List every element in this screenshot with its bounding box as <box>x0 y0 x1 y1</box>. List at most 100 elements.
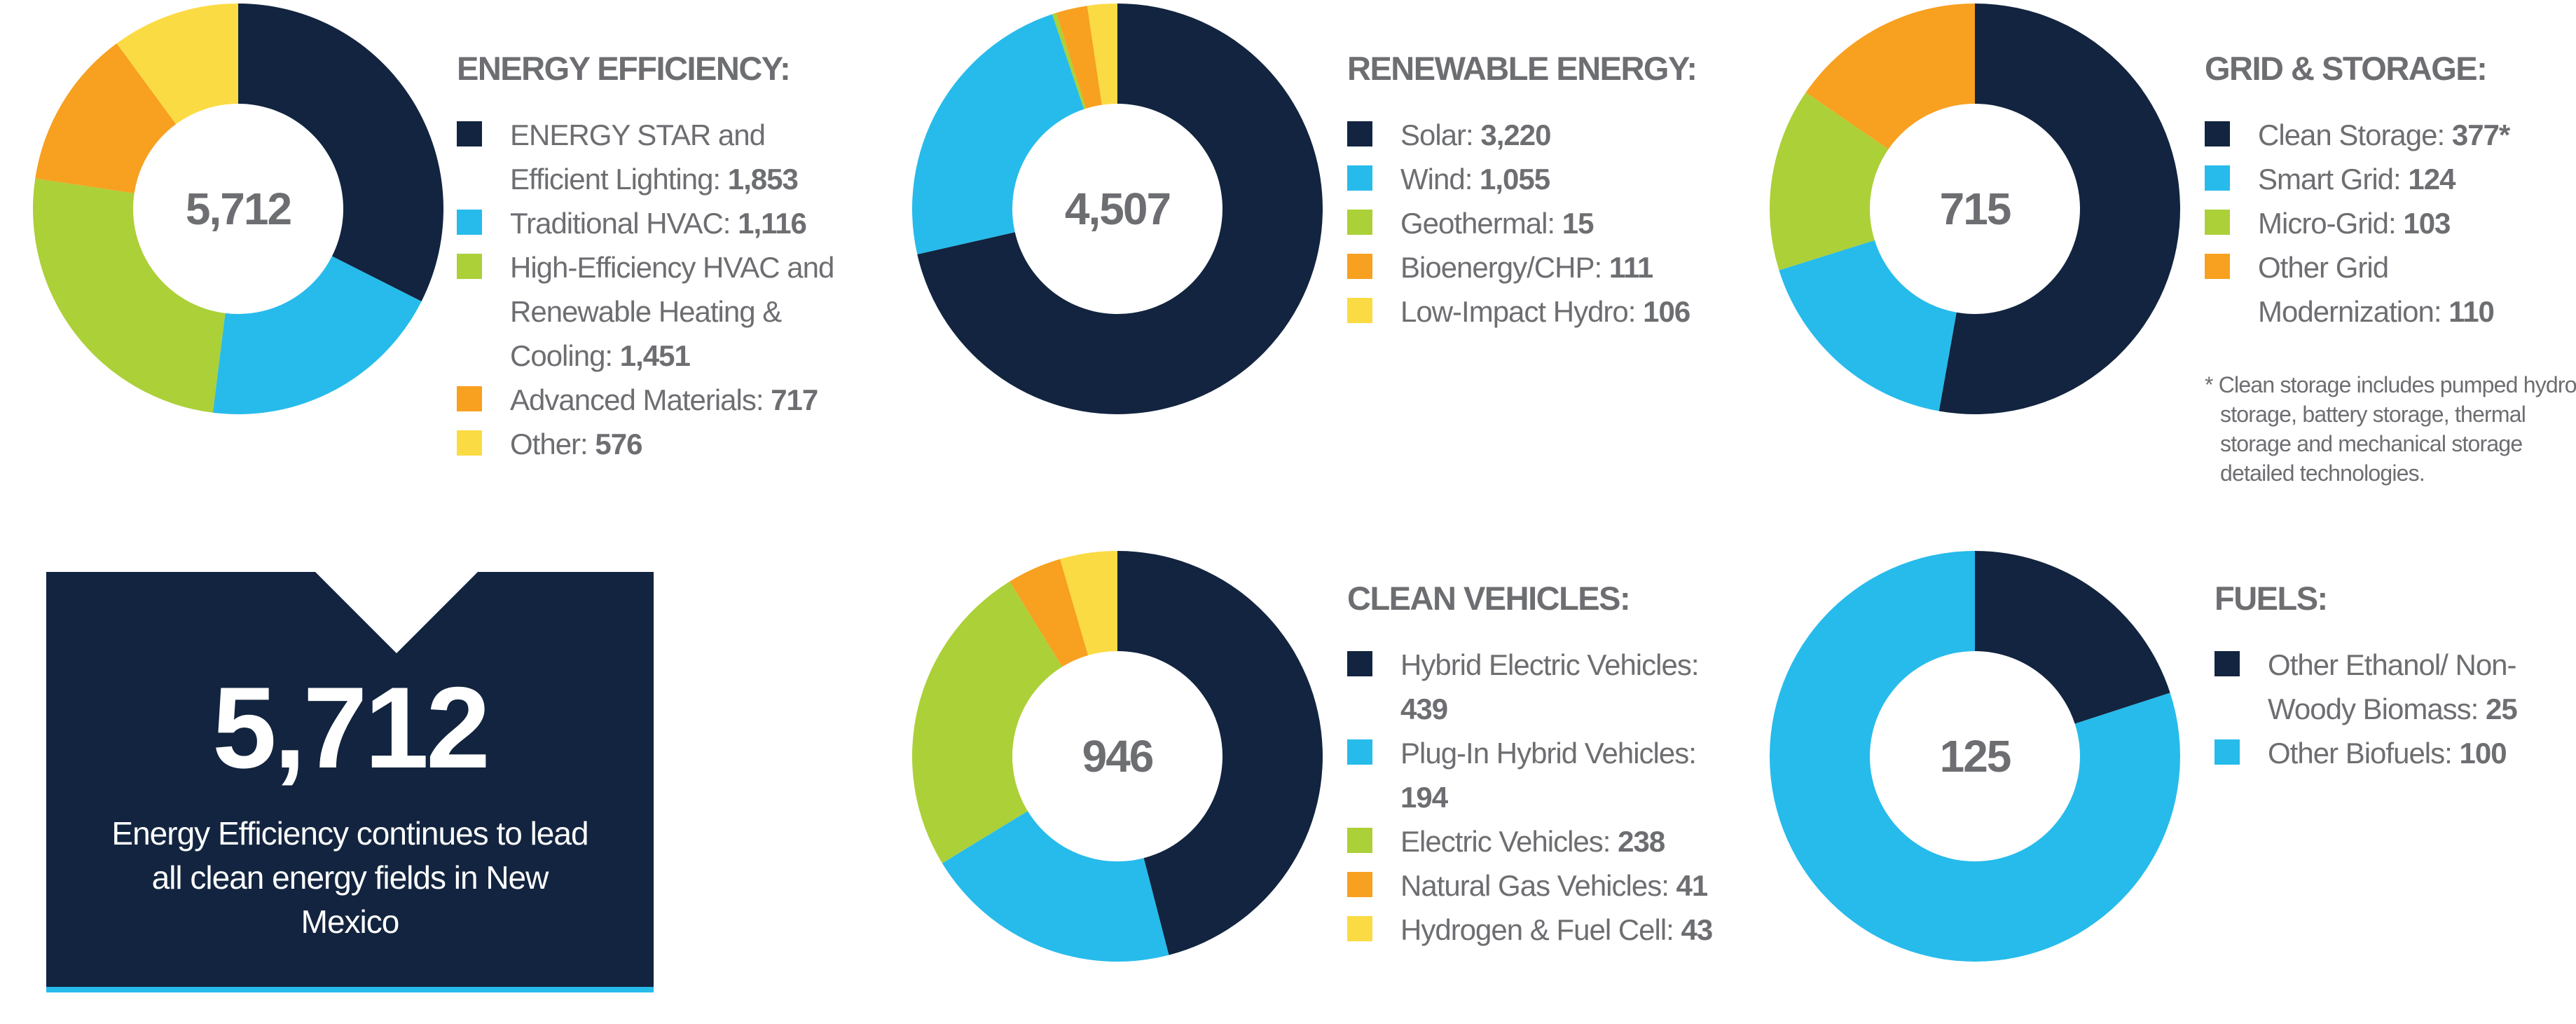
highlight-caption: Energy Efficiency continues to lead all … <box>111 815 588 940</box>
legend-value: 576 <box>595 428 642 460</box>
grid-storage-slice <box>1779 240 1957 411</box>
legend-title: FUELS: <box>2215 580 2328 617</box>
energy-efficiency-legend: ENERGY EFFICIENCY: ENERGY STAR and Effici… <box>457 49 870 466</box>
legend-label: High-Efficiency HVAC and Renewable Heati… <box>510 251 834 372</box>
legend-item: Clean Storage: 377* <box>2205 113 2569 157</box>
legend-label: Traditional HVAC: <box>510 207 731 240</box>
legend-value: 100 <box>2459 737 2507 770</box>
legend-label: Electric Vehicles: <box>1400 825 1611 858</box>
clean-vehicles-slice <box>1060 551 1117 655</box>
legend-label: Smart Grid: <box>2258 163 2402 196</box>
legend-label: Advanced Materials: <box>510 383 764 416</box>
legend-label: Solar: <box>1400 118 1474 151</box>
legend-label: Clean Storage: <box>2258 118 2445 151</box>
legend-item: Low-Impact Hydro: 106 <box>1347 289 1768 334</box>
energy-efficiency-slice <box>238 4 443 301</box>
legend-swatch <box>2215 651 2240 676</box>
fuels-donut: 125 <box>1770 551 2180 962</box>
legend-item: Micro-Grid: 103 <box>2205 201 2569 245</box>
energy-efficiency-slice <box>33 178 226 413</box>
legend-value: 1,116 <box>738 207 807 240</box>
legend-item: High-Efficiency HVAC and Renewable Heati… <box>457 245 870 378</box>
legend-swatch <box>457 210 482 235</box>
fuels-legend: FUELS: Other Ethanol/ Non-Woody Biomass: … <box>2215 579 2551 775</box>
renewable-energy-slice <box>917 4 1323 414</box>
legend-value: 103 <box>2403 207 2451 240</box>
legend-label: Hydrogen & Fuel Cell: <box>1400 913 1674 946</box>
legend-value: 1,451 <box>619 339 691 372</box>
legend-label: Plug-In Hybrid Vehicles: <box>1400 737 1697 770</box>
clean-vehicles-slice <box>942 811 1169 962</box>
legend-label: Other Grid Modernization: <box>2258 251 2441 328</box>
legend-item: Other: 576 <box>457 422 870 466</box>
renewable-energy-donut: 4,507 <box>912 4 1323 414</box>
legend-label: Natural Gas Vehicles: <box>1400 869 1669 902</box>
grid-storage-slice <box>1770 92 1889 271</box>
legend-swatch <box>2205 121 2230 146</box>
legend-value: 1,853 <box>727 163 799 196</box>
legend-swatch <box>2215 739 2240 765</box>
renewable-energy-legend: RENEWABLE ENERGY: Solar: 3,220 Wind: 1,055… <box>1347 49 1768 334</box>
clean-vehicles-total: 946 <box>1082 731 1153 781</box>
legend-label: Bioenergy/CHP: <box>1400 251 1602 284</box>
legend-value: 238 <box>1618 825 1665 858</box>
legend-swatch <box>1347 165 1372 191</box>
legend-value: 106 <box>1643 295 1690 328</box>
legend-swatch <box>2205 254 2230 279</box>
legend-value: 124 <box>2408 163 2456 196</box>
legend-value: 15 <box>1562 207 1594 240</box>
legend-swatch <box>1347 254 1372 279</box>
legend-swatch <box>2205 210 2230 235</box>
legend-item: Other Ethanol/ Non-Woody Biomass: 25 <box>2215 643 2551 731</box>
clean-vehicles-slice <box>1117 551 1323 955</box>
legend-swatch <box>1347 210 1372 235</box>
legend-label: Wind: <box>1400 163 1473 196</box>
energy-efficiency-slice <box>35 43 177 193</box>
legend-title: RENEWABLE ENERGY: <box>1347 50 1697 87</box>
legend-item: Smart Grid: 124 <box>2205 157 2569 201</box>
legend-swatch <box>1347 298 1372 323</box>
legend-swatch <box>1347 872 1372 897</box>
legend-title: CLEAN VEHICLES: <box>1347 580 1631 617</box>
legend-swatch <box>2205 165 2230 191</box>
energy-efficiency-slice <box>116 4 238 125</box>
legend-swatch <box>457 254 482 279</box>
legend-label: Other: <box>510 428 588 460</box>
legend-label: Hybrid Electric Vehicles: <box>1400 648 1699 681</box>
legend-swatch <box>1347 828 1372 853</box>
clean-vehicles-slice <box>1010 559 1089 667</box>
legend-item: Other Grid Modernization: 110 <box>2205 245 2569 334</box>
energy-efficiency-donut: 5,712 <box>33 4 443 414</box>
grid-storage-donut: 715 <box>1770 4 2180 414</box>
legend-swatch <box>1347 651 1372 676</box>
fuels-slice <box>1975 551 2170 724</box>
legend-value: 1,055 <box>1480 163 1550 196</box>
legend-value: 377* <box>2451 118 2510 151</box>
legend-value: 439 <box>1400 692 1448 725</box>
legend-title: GRID & STORAGE: <box>2205 50 2488 87</box>
highlight-box: 5,712 Energy Efficiency continues to lea… <box>46 571 654 992</box>
legend-swatch <box>1347 739 1372 765</box>
legend-item: Wind: 1,055 <box>1347 157 1768 201</box>
renewable-energy-slice <box>1087 4 1117 105</box>
legend-value: 43 <box>1681 913 1714 946</box>
legend-item: Electric Vehicles: 238 <box>1347 819 1719 863</box>
legend-item: Advanced Materials: 717 <box>457 378 870 422</box>
legend-swatch <box>457 386 482 411</box>
legend-swatch <box>457 121 482 146</box>
legend-value: 25 <box>2486 692 2518 725</box>
grid-storage-slice <box>1938 4 2180 414</box>
legend-value: 717 <box>771 383 818 416</box>
legend-value: 194 <box>1400 781 1448 814</box>
renewable-energy-slice <box>912 14 1084 254</box>
renewable-energy-total: 4,507 <box>1065 184 1170 234</box>
renewable-energy-slice <box>1056 6 1102 109</box>
legend-value: 41 <box>1676 869 1709 902</box>
legend-title: ENERGY EFFICIENCY: <box>457 50 791 87</box>
energy-efficiency-total: 5,712 <box>186 184 291 234</box>
grid-storage-legend: GRID & STORAGE: Clean Storage: 377* Smart … <box>2205 49 2569 334</box>
box-notch <box>315 571 478 653</box>
fuels-slice <box>1770 551 2180 962</box>
legend-value: 111 <box>1609 251 1653 284</box>
legend-label: Low-Impact Hydro: <box>1400 295 1636 328</box>
